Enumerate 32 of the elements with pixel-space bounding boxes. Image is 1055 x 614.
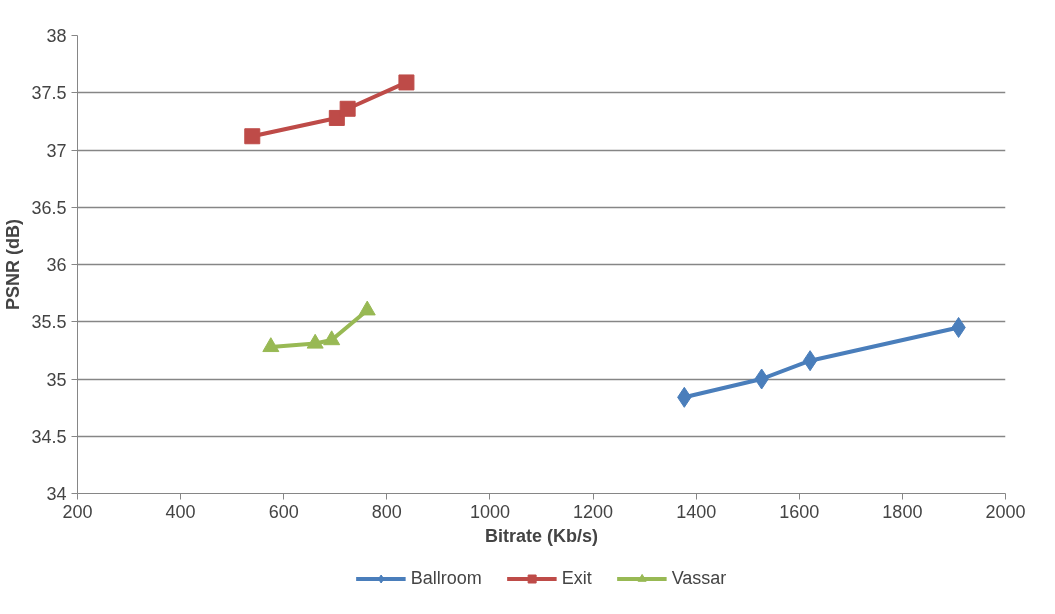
x-tick-label: 1400 xyxy=(676,501,717,522)
y-tick-label: 36.5 xyxy=(31,197,67,218)
x-tick-label: 800 xyxy=(371,501,402,522)
point xyxy=(244,128,261,145)
legend-label: Exit xyxy=(561,567,592,589)
x-axis-title: Bitrate (Kb/s) xyxy=(485,525,599,546)
y-tick-label: 35.5 xyxy=(31,312,67,333)
x-tick-label: 200 xyxy=(62,501,93,522)
legend-label: Vassar xyxy=(671,567,727,589)
x-tick-label: 600 xyxy=(268,501,299,522)
y-axis-title: PSNR (dB) xyxy=(3,219,24,310)
x-tick-label: 2000 xyxy=(985,501,1026,522)
x-tick-label: 400 xyxy=(165,501,196,522)
point xyxy=(802,350,818,372)
point xyxy=(262,337,280,353)
x-tick-label: 1600 xyxy=(779,501,820,522)
legend-label: Ballroom xyxy=(410,567,482,589)
y-tick-label: 37.5 xyxy=(31,83,67,104)
x-tick-label: 1800 xyxy=(882,501,923,522)
y-tick-label: 36 xyxy=(46,255,67,275)
x-tick-label: 1200 xyxy=(573,501,614,522)
y-tick-label: 37 xyxy=(46,140,67,161)
point xyxy=(398,74,415,91)
y-tick-label: 35 xyxy=(46,369,67,390)
point xyxy=(339,100,356,117)
x-tick-label: 1000 xyxy=(469,501,510,522)
y-tick-label: 34 xyxy=(46,484,67,504)
y-tick-label: 38 xyxy=(46,26,67,46)
point xyxy=(358,300,376,316)
point xyxy=(306,333,324,349)
point xyxy=(323,330,341,346)
y-tick-label: 34.5 xyxy=(31,426,67,447)
